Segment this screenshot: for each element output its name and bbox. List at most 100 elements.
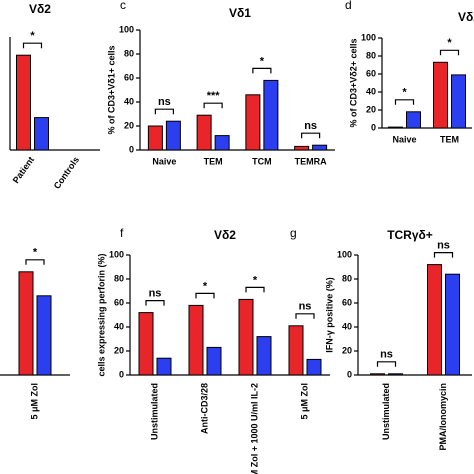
significance-bracket <box>154 108 174 115</box>
significance-bracket <box>245 286 265 293</box>
bar <box>165 120 181 151</box>
x-tick-label: TEM <box>204 156 223 166</box>
y-tick-label: 100 <box>119 24 134 34</box>
y-tick-label: 80 <box>342 273 352 283</box>
panel-label: f <box>120 226 124 240</box>
y-tick-label: 80 <box>124 48 134 58</box>
y-tick-label: 60 <box>124 72 134 82</box>
y-tick-label: 100 <box>337 249 352 259</box>
y-tick-label: 80 <box>114 273 124 283</box>
significance-label: * <box>30 30 35 42</box>
x-tick-label: Anti-CD3/28 <box>199 383 209 434</box>
y-tick-label: 80 <box>366 50 376 60</box>
significance-label: ns <box>380 349 393 361</box>
significance-label: *** <box>207 90 221 102</box>
significance-bracket <box>25 259 45 265</box>
bar <box>406 111 421 129</box>
significance-label: ns <box>158 96 171 108</box>
x-tick-label: Controls <box>52 155 81 191</box>
bar <box>36 295 52 376</box>
significance-label: ns <box>299 301 312 313</box>
significance-bracket <box>203 102 223 109</box>
y-tick-label: 20 <box>114 345 124 355</box>
significance-bracket <box>433 252 454 258</box>
significance-bracket <box>145 300 165 306</box>
bar <box>245 94 261 151</box>
bar <box>370 373 385 376</box>
x-tick-label: 5 μM Zol <box>29 383 39 420</box>
y-tick-label: 20 <box>342 345 352 355</box>
y-tick-label: 100 <box>361 32 376 42</box>
bar <box>288 325 304 376</box>
significance-label: ns <box>437 240 450 252</box>
significance-bracket <box>22 42 43 49</box>
significance-label: ns <box>304 120 317 132</box>
chart-title: Vδ2 <box>214 228 236 242</box>
x-tick-label: 5 μM Zol + 1000 U/ml IL-2 <box>249 383 259 474</box>
bar <box>388 126 403 129</box>
significance-bracket <box>439 49 460 56</box>
bar <box>433 61 448 129</box>
y-tick-label: 0 <box>371 122 376 132</box>
bar <box>451 74 466 129</box>
significance-bracket <box>195 292 215 299</box>
x-tick-label: Naive <box>152 156 176 166</box>
bar <box>312 144 328 151</box>
significance-label: * <box>253 274 258 286</box>
y-tick-label: 20 <box>366 104 376 114</box>
x-tick-label: Patient <box>11 155 36 185</box>
x-tick-label: Unstimulated <box>149 383 159 440</box>
chart-title: TCRγδ+ <box>387 228 433 242</box>
significance-label: * <box>447 37 452 49</box>
significance-bracket <box>394 99 415 105</box>
x-tick-label: 5 μM Zol <box>299 383 309 420</box>
bar <box>206 346 222 376</box>
y-tick-label: 60 <box>342 297 352 307</box>
significance-bracket <box>376 361 397 367</box>
x-tick-label: PMA/Ionomycin <box>438 383 448 451</box>
y-tick-label: 0 <box>347 369 352 379</box>
bar <box>196 114 212 151</box>
significance-label: * <box>402 87 407 99</box>
panel-label: d <box>345 0 352 12</box>
significance-bracket <box>295 313 315 319</box>
y-tick-label: 20 <box>124 120 134 130</box>
y-tick-label: 0 <box>119 369 124 379</box>
bar <box>256 336 272 376</box>
significance-label: * <box>33 247 38 259</box>
y-tick-label: 40 <box>342 321 352 331</box>
y-tick-label: 60 <box>366 68 376 78</box>
significance-bracket <box>301 132 321 139</box>
y-tick-label: 40 <box>366 86 376 96</box>
bar <box>306 358 322 376</box>
chart-title: Vδ1 <box>229 6 251 20</box>
significance-bracket <box>252 67 272 74</box>
y-tick-label: 40 <box>114 321 124 331</box>
panel-label: c <box>120 0 126 12</box>
panel-label: g <box>290 226 297 240</box>
y-tick-label: 0 <box>129 144 134 154</box>
bar <box>156 357 172 376</box>
bar <box>294 145 310 151</box>
y-axis-label: IFN-γ positive (%) <box>324 277 334 353</box>
bar <box>16 54 31 151</box>
x-tick-label: Unstimulated <box>381 383 391 440</box>
significance-label: * <box>260 55 265 67</box>
bar <box>214 135 230 151</box>
chart-title: Vδ2 <box>29 2 51 16</box>
bar <box>147 125 163 151</box>
x-tick-label: TEMRA <box>295 156 327 166</box>
significance-label: * <box>203 280 208 292</box>
x-tick-label: TEM <box>440 134 459 144</box>
y-tick-label: 60 <box>114 297 124 307</box>
y-axis-label: cells expressing perforin (%) <box>96 253 106 376</box>
bar <box>445 273 460 376</box>
chart-title: Vδ2 <box>458 10 474 24</box>
y-tick-label: 100 <box>109 249 124 259</box>
bar <box>18 271 34 376</box>
significance-label: ns <box>149 288 162 300</box>
x-tick-label: TCM <box>252 156 272 166</box>
bar <box>138 312 154 376</box>
bar <box>263 79 279 151</box>
